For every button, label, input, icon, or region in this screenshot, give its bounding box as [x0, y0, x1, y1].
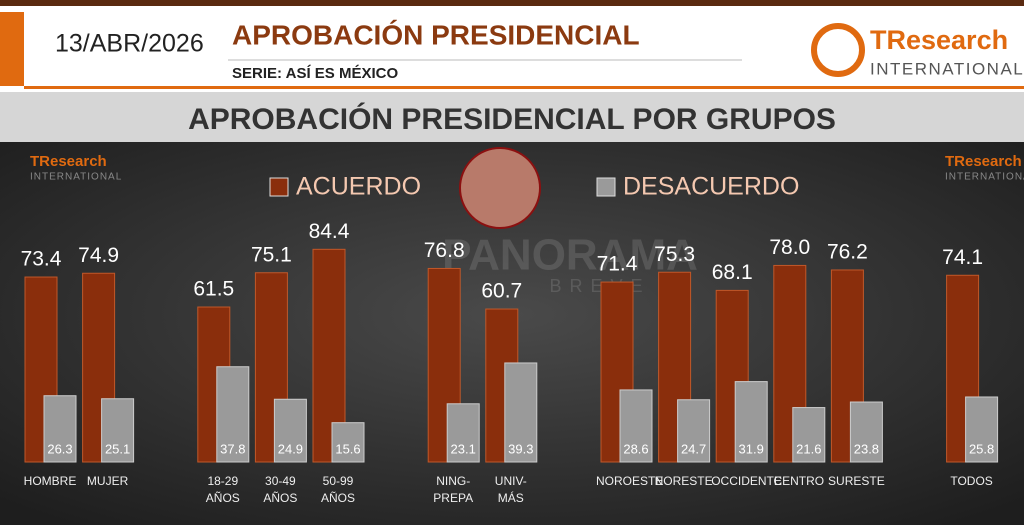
value-label: 76.8	[424, 239, 465, 262]
value-label: 25.1	[105, 441, 130, 456]
value-label: 78.0	[769, 236, 810, 259]
value-label: 31.9	[739, 441, 764, 456]
legend-label: ACUERDO	[296, 173, 421, 201]
watermark: BREVE	[549, 276, 650, 296]
bar	[82, 272, 116, 463]
value-label: 60.7	[481, 280, 522, 303]
value-label: 73.4	[21, 248, 62, 271]
value-label: 84.4	[309, 220, 350, 243]
header-subtitle: SERIE: ASÍ ES MÉXICO	[232, 65, 398, 82]
value-label: 37.8	[220, 441, 245, 456]
value-label: 74.1	[942, 246, 983, 269]
legend-label: DESACUERDO	[623, 173, 799, 201]
bar	[24, 276, 58, 463]
photo	[459, 147, 541, 229]
title-band	[0, 92, 1024, 142]
logo-main: TResearch	[945, 153, 1022, 170]
bar	[792, 407, 826, 463]
bar	[619, 389, 653, 463]
bar	[677, 399, 711, 463]
logo-sub: INTERNATIONAL	[30, 172, 122, 183]
bar	[43, 395, 77, 463]
bar	[101, 398, 135, 463]
value-label: 24.9	[278, 441, 303, 456]
x-tick-label: NING- PREPA	[433, 474, 474, 505]
value-label: 75.1	[251, 243, 292, 266]
x-tick-label: SURESTE	[828, 474, 885, 488]
logo-sub: INTERNATIONAL	[870, 59, 1024, 78]
bar	[273, 398, 307, 463]
value-label: 68.1	[712, 261, 753, 284]
value-label: 23.8	[854, 441, 879, 456]
legend-swatch	[269, 177, 289, 197]
side-block	[0, 12, 24, 86]
value-label: 61.5	[193, 278, 234, 301]
bar	[504, 362, 538, 463]
date: 13/ABR/2026	[55, 30, 204, 58]
bar	[331, 422, 365, 463]
x-tick-label: 30-49 AÑOS	[263, 474, 298, 505]
logo-icon	[811, 23, 865, 77]
logo-sub: INTERNATIONAL	[945, 172, 1024, 183]
x-tick-label: OCCIDENTE	[711, 474, 782, 488]
value-label: 23.1	[451, 441, 476, 456]
x-tick-label: NORESTE	[654, 474, 713, 488]
logo-main: TResearch	[30, 153, 107, 170]
x-tick-label: NOROESTE	[596, 474, 664, 488]
x-tick-label: TODOS	[950, 474, 993, 488]
x-tick-label: 18-29 AÑOS	[205, 474, 240, 505]
x-tick-label: UNIV- MÁS	[494, 474, 527, 505]
logo-main: TResearch	[870, 25, 1008, 55]
bar	[849, 401, 883, 463]
chart-title: APROBACIÓN PRESIDENCIAL POR GRUPOS	[188, 102, 836, 136]
header-title: APROBACIÓN PRESIDENCIAL	[232, 19, 640, 50]
value-label: 21.6	[796, 441, 821, 456]
watermark: PANORAMA	[442, 231, 698, 280]
bar	[216, 366, 250, 463]
value-label: 28.6	[623, 441, 648, 456]
bar	[446, 403, 480, 463]
x-tick-label: 50-99 AÑOS	[320, 474, 355, 505]
bar	[734, 381, 768, 463]
legend-swatch	[596, 177, 616, 197]
value-label: 39.3	[508, 441, 533, 456]
value-label: 71.4	[597, 253, 638, 276]
value-label: 24.7	[681, 441, 706, 456]
header-rule	[24, 86, 1024, 89]
x-tick-label: HOMBRE	[23, 474, 77, 488]
value-label: 76.2	[827, 241, 868, 264]
value-label: 74.9	[78, 244, 119, 267]
value-label: 75.3	[654, 243, 695, 266]
top-strip	[0, 0, 1024, 6]
x-tick-label: CENTRO	[773, 474, 825, 488]
bar	[965, 396, 999, 463]
x-tick-label: MUJER	[86, 474, 129, 488]
value-label: 15.6	[335, 441, 360, 456]
value-label: 26.3	[47, 441, 72, 456]
value-label: 25.8	[969, 441, 994, 456]
